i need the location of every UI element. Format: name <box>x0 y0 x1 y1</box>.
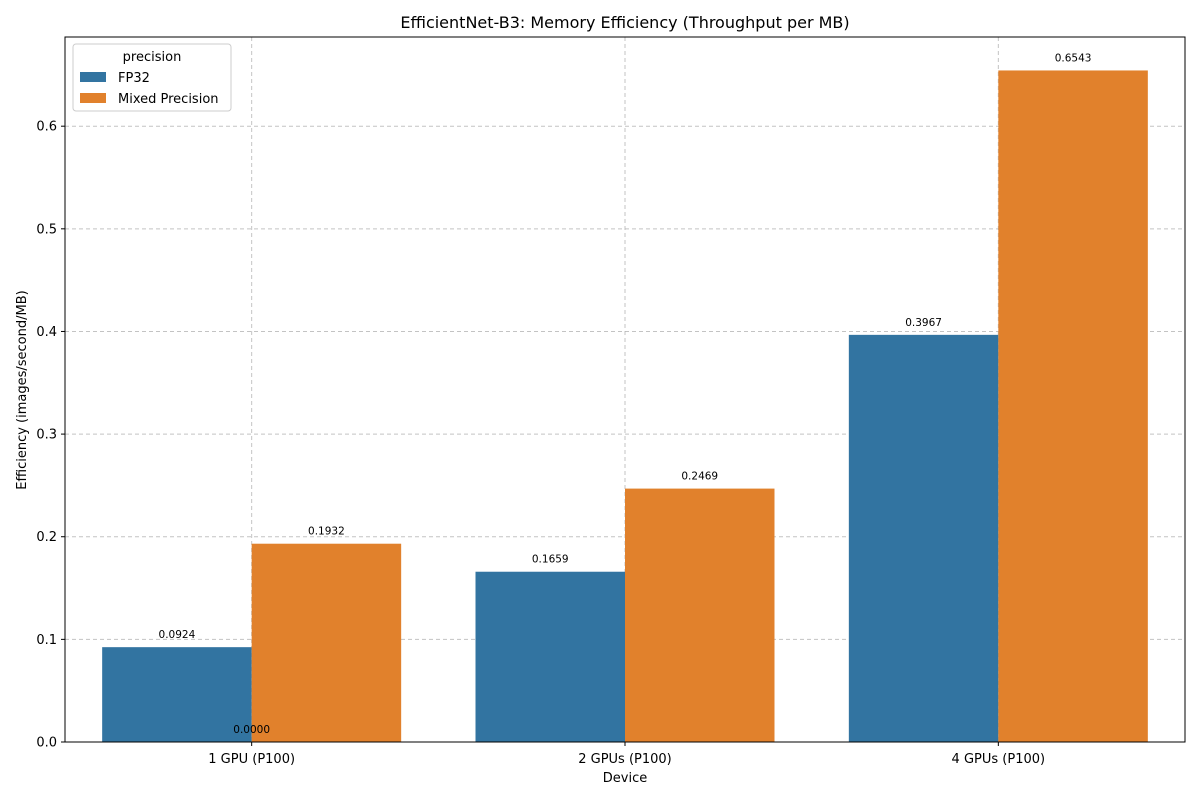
data-label-mixed-precision: 0.6543 <box>1055 52 1092 64</box>
data-label-mixed-precision: 0.1932 <box>308 526 345 538</box>
data-labels: 0.0924 0.1659 0.3967 0.1932 0.2469 0.6543 0.00… <box>159 52 1092 736</box>
legend-box <box>72 43 232 112</box>
bar-mixed-precision <box>251 543 402 742</box>
bar-fp32 <box>102 647 252 742</box>
bar-mixed-precision <box>998 70 1148 743</box>
data-label-fp32: 0.3967 <box>905 317 942 329</box>
y-axis-label: Efficiency (images/second/MB) <box>15 290 30 489</box>
data-label-fp32: 0.1659 <box>532 554 569 566</box>
y-tick-label: 0.6 <box>36 120 57 135</box>
y-tick-label: 0.2 <box>36 530 57 545</box>
x-axis-ticks: 1 GPU (P100) 2 GPUs (P100) 4 GPUs (P100) <box>208 742 1045 767</box>
x-tick-label: 1 GPU (P100) <box>208 752 295 767</box>
y-axis-ticks: 0.0 0.1 0.2 0.3 0.4 0.5 0.6 <box>36 120 65 751</box>
x-tick-label: 2 GPUs (P100) <box>578 752 672 767</box>
data-label-mixed-precision: 0.2469 <box>681 471 718 483</box>
legend-swatch-fp32 <box>80 72 106 82</box>
x-axis-label: Device <box>603 771 647 786</box>
legend-label-fp32: FP32 <box>118 71 150 86</box>
legend-swatch-mixed-precision <box>80 93 106 103</box>
bar-fp32 <box>848 334 999 742</box>
bar-fp32 <box>475 571 625 742</box>
data-label-fp32: 0.0924 <box>159 629 196 641</box>
y-tick-label: 0.0 <box>36 736 57 751</box>
zero-value-label: 0.0000 <box>233 724 270 736</box>
bars <box>102 70 1148 743</box>
y-tick-label: 0.5 <box>36 222 57 237</box>
x-tick-label: 4 GPUs (P100) <box>952 752 1046 767</box>
y-tick-label: 0.4 <box>36 325 57 340</box>
chart-title: EfficientNet-B3: Memory Efficiency (Thro… <box>400 13 849 32</box>
legend-title: precision <box>123 50 182 65</box>
legend: precision FP32 Mixed Precision <box>72 43 232 112</box>
legend-label-mixed-precision: Mixed Precision <box>118 92 219 107</box>
y-tick-label: 0.3 <box>36 428 57 443</box>
bar-mixed-precision <box>625 488 775 742</box>
y-tick-label: 0.1 <box>36 633 57 648</box>
